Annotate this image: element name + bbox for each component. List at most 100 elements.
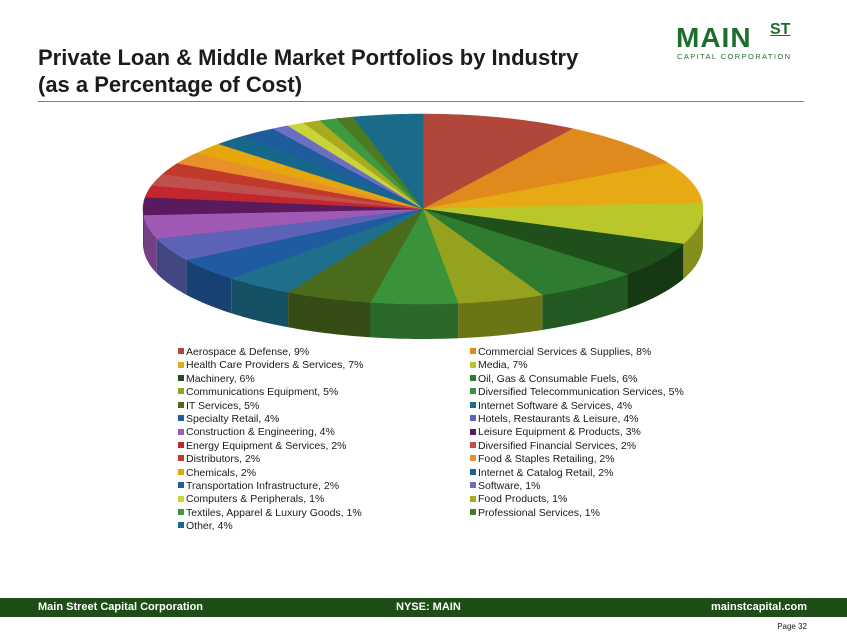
legend-swatch — [470, 428, 476, 435]
legend-item-health-care-providers-services-7: Health Care Providers & Services, 7% — [178, 359, 363, 373]
legend-item-machinery-6: Machinery, 6% — [178, 373, 255, 387]
logo-main-text: MAIN — [676, 22, 752, 53]
legend-label: Commercial Services & Supplies, 8% — [478, 346, 652, 358]
legend-item-construction-engineering-4: Construction & Engineering, 4% — [178, 426, 335, 440]
page-title: Private Loan & Middle Market Portfolios … — [38, 44, 658, 98]
legend-item-professional-services-1: Professional Services, 1% — [470, 507, 600, 521]
legend-swatch — [178, 455, 184, 462]
page-number: Page 32 — [777, 622, 807, 631]
legend-label: Chemicals, 2% — [186, 466, 257, 479]
title-line-2: (as a Percentage of Cost) — [38, 72, 303, 97]
legend-label: IT Services, 5% — [186, 399, 260, 412]
pie-slice-construction-engineering-4 — [143, 208, 424, 239]
legend-swatch — [178, 482, 184, 489]
pie-slice-oil-gas-consumable-fuels-6 — [422, 208, 628, 296]
legend-item-software-1: Software, 1% — [470, 480, 540, 494]
legend-label: Internet & Catalog Retail, 2% — [478, 466, 614, 479]
legend-label: Oil, Gas & Consumable Fuels, 6% — [478, 372, 638, 385]
legend-label: Construction & Engineering, 4% — [186, 426, 335, 439]
company-logo: MAIN ST CAPITAL CORPORATION — [672, 20, 804, 66]
pie-slice-diversified-telecommunication-services-5 — [370, 208, 459, 305]
legend-item-textiles-apparel-luxury-goods-1: Textiles, Apparel & Luxury Goods, 1% — [178, 507, 362, 521]
legend-swatch — [178, 401, 184, 408]
footer-bar: Main Street Capital Corporation NYSE: MA… — [0, 598, 847, 617]
pie-slice-communications-equipment-5 — [422, 208, 543, 304]
pie-slice-health-care-providers-services-7 — [422, 162, 703, 210]
pie-slice-internet-catalog-retail-2 — [218, 135, 424, 210]
pie-slice-it-services-5 — [287, 208, 424, 303]
pie-slice-aerospace-defense-9 — [422, 113, 574, 210]
pie-slice-chemicals-2 — [195, 143, 424, 210]
legend-swatch — [178, 361, 184, 368]
footer-website: mainstcapital.com — [711, 601, 807, 613]
legend-swatch — [470, 388, 476, 395]
legend-item-commercial-services-supplies-8: Commercial Services & Supplies, 8% — [470, 346, 651, 360]
pie-top-slices — [142, 113, 704, 305]
legend-swatch — [470, 348, 476, 355]
pie-wall-leisure-equipment-products-3 — [143, 209, 144, 250]
pie-wall-machinery-6 — [627, 244, 684, 309]
title-line-1: Private Loan & Middle Market Portfolios … — [38, 45, 579, 70]
logo-st-text: ST — [770, 21, 791, 38]
legend-item-internet-software-services-4: Internet Software & Services, 4% — [470, 400, 632, 414]
legend-label: Energy Equipment & Services, 2% — [186, 439, 347, 452]
legend-label: Other, 4% — [186, 520, 233, 533]
legend-swatch — [178, 388, 184, 395]
legend-swatch — [178, 442, 184, 449]
pie-wall-it-services-5 — [288, 292, 371, 338]
pie-slice-internet-software-services-4 — [230, 208, 424, 293]
footer-ticker: NYSE: MAIN — [396, 601, 461, 613]
legend-label: Health Care Providers & Services, 7% — [186, 359, 364, 372]
legend-swatch — [470, 415, 476, 422]
legend-label: Diversified Telecommunication Services, … — [478, 386, 684, 399]
legend-label: Distributors, 2% — [186, 453, 261, 466]
legend-item-communications-equipment-5: Communications Equipment, 5% — [178, 386, 338, 400]
pie-wall-media-7 — [683, 209, 703, 279]
pie-wall-construction-engineering-4 — [143, 215, 157, 274]
legend-swatch — [470, 495, 476, 502]
pie-slice-hotels-restaurants-leisure-4 — [156, 208, 424, 261]
legend-swatch — [470, 361, 476, 368]
legend-item-computers-peripherals-1: Computers & Peripherals, 1% — [178, 493, 324, 507]
legend-item-food-staples-retailing-2: Food & Staples Retailing, 2% — [470, 453, 615, 467]
pie-slice-specialty-retail-4 — [185, 208, 424, 279]
pie-wall-communications-equipment-5 — [458, 295, 543, 339]
legend-item-oil-gas-consumable-fuels-6: Oil, Gas & Consumable Fuels, 6% — [470, 373, 637, 387]
legend-item-specialty-retail-4: Specialty Retail, 4% — [178, 413, 279, 427]
pie-side-walls — [143, 209, 703, 339]
legend-swatch — [470, 442, 476, 449]
legend-swatch — [470, 468, 476, 475]
legend-item-diversified-telecommunication-services-5: Diversified Telecommunication Services, … — [470, 386, 684, 400]
legend-swatch — [470, 482, 476, 489]
legend-item-food-products-1: Food Products, 1% — [470, 493, 567, 507]
legend-label: Computers & Peripherals, 1% — [186, 493, 325, 506]
pie-slice-transportation-infrastructure-2 — [243, 128, 424, 210]
legend-label: Aerospace & Defense, 9% — [186, 346, 310, 358]
pie-wall-diversified-telecommunication-services-5 — [370, 302, 459, 339]
logo-subtitle: CAPITAL CORPORATION — [677, 52, 792, 61]
legend-label: Internet Software & Services, 4% — [478, 399, 633, 412]
legend-item-aerospace-defense-9: Aerospace & Defense, 9% — [178, 346, 309, 360]
pie-slice-textiles-apparel-luxury-goods-1 — [319, 118, 424, 210]
legend-item-distributors-2: Distributors, 2% — [178, 453, 260, 467]
legend-swatch — [470, 401, 476, 408]
pie-wall-oil-gas-consumable-fuels-6 — [542, 274, 628, 330]
pie-slice-food-products-1 — [303, 120, 424, 210]
legend-swatch — [470, 455, 476, 462]
legend-item-diversified-financial-services-2: Diversified Financial Services, 2% — [470, 440, 636, 454]
legend-label: Hotels, Restaurants & Leisure, 4% — [478, 413, 639, 425]
pie-wall-hotels-restaurants-leisure-4 — [156, 238, 187, 295]
pie-slice-distributors-2 — [162, 162, 424, 210]
pie-slice-computers-peripherals-1 — [287, 122, 424, 210]
legend-swatch — [178, 522, 184, 529]
legend-label: Textiles, Apparel & Luxury Goods, 1% — [186, 506, 362, 519]
footer-company-name: Main Street Capital Corporation — [38, 601, 204, 613]
pie-slice-leisure-equipment-products-3 — [142, 196, 424, 216]
pie-wall-internet-software-services-4 — [231, 278, 289, 328]
legend-label: Specialty Retail, 4% — [186, 413, 280, 425]
legend-item-internet-catalog-retail-2: Internet & Catalog Retail, 2% — [470, 467, 613, 481]
pie-slice-machinery-6 — [422, 208, 684, 275]
legend-label: Leisure Equipment & Products, 3% — [478, 426, 641, 439]
legend-swatch — [178, 348, 184, 355]
pie-slice-media-7 — [422, 202, 704, 245]
